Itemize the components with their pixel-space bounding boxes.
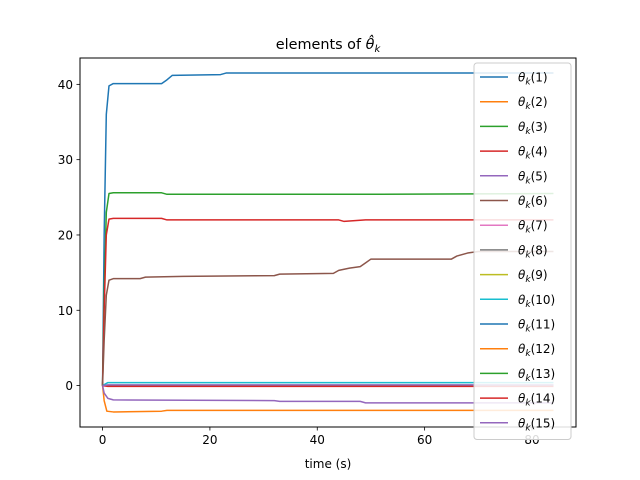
y-tick-label: 40 [58, 78, 73, 92]
legend-label: θk(6) [518, 194, 548, 211]
legend-label: θk(1) [518, 71, 548, 88]
x-axis: 020406080 [99, 427, 540, 447]
legend-label: θk(2) [518, 95, 548, 112]
series-line-1 [101, 72, 554, 386]
x-tick-label: 40 [310, 433, 325, 447]
y-tick-label: 0 [65, 379, 73, 393]
x-tick-label: 60 [417, 433, 432, 447]
series-line-6 [101, 250, 554, 386]
legend-label: θk(9) [518, 268, 548, 285]
x-axis-label: time (s) [305, 457, 352, 471]
x-tick-label: 0 [99, 433, 107, 447]
series-line-15 [102, 384, 554, 387]
legend-label: θk(14) [518, 392, 555, 409]
legend: θk(1) θk(2) θk(3) θk(4) θk(5) θk(6) θk(7) θk(8)… [473, 62, 572, 440]
chart-title: elements of θ̂k [276, 34, 382, 55]
series-line-4 [101, 217, 554, 386]
legend-label: θk(11) [518, 318, 555, 335]
legend-box [473, 62, 572, 440]
axes-frame [79, 57, 577, 428]
legend-label: θk(5) [518, 169, 548, 186]
legend-label: θk(4) [518, 145, 548, 162]
y-tick-label: 10 [58, 304, 73, 318]
legend-label: θk(10) [518, 293, 555, 310]
legend-label: θk(15) [518, 416, 555, 433]
y-tick-label: 30 [58, 153, 73, 167]
legend-label: θk(8) [518, 243, 548, 260]
y-tick-label: 20 [58, 228, 73, 242]
series-line-5 [101, 385, 554, 404]
legend-label: θk(12) [518, 342, 555, 359]
legend-label: θk(7) [518, 219, 548, 236]
y-axis: 0 10 20 30 40 [58, 78, 80, 393]
legend-label: θk(3) [518, 120, 548, 137]
legend-label: θk(13) [518, 367, 555, 384]
series-line-2 [101, 385, 554, 413]
x-tick-label: 20 [202, 433, 217, 447]
